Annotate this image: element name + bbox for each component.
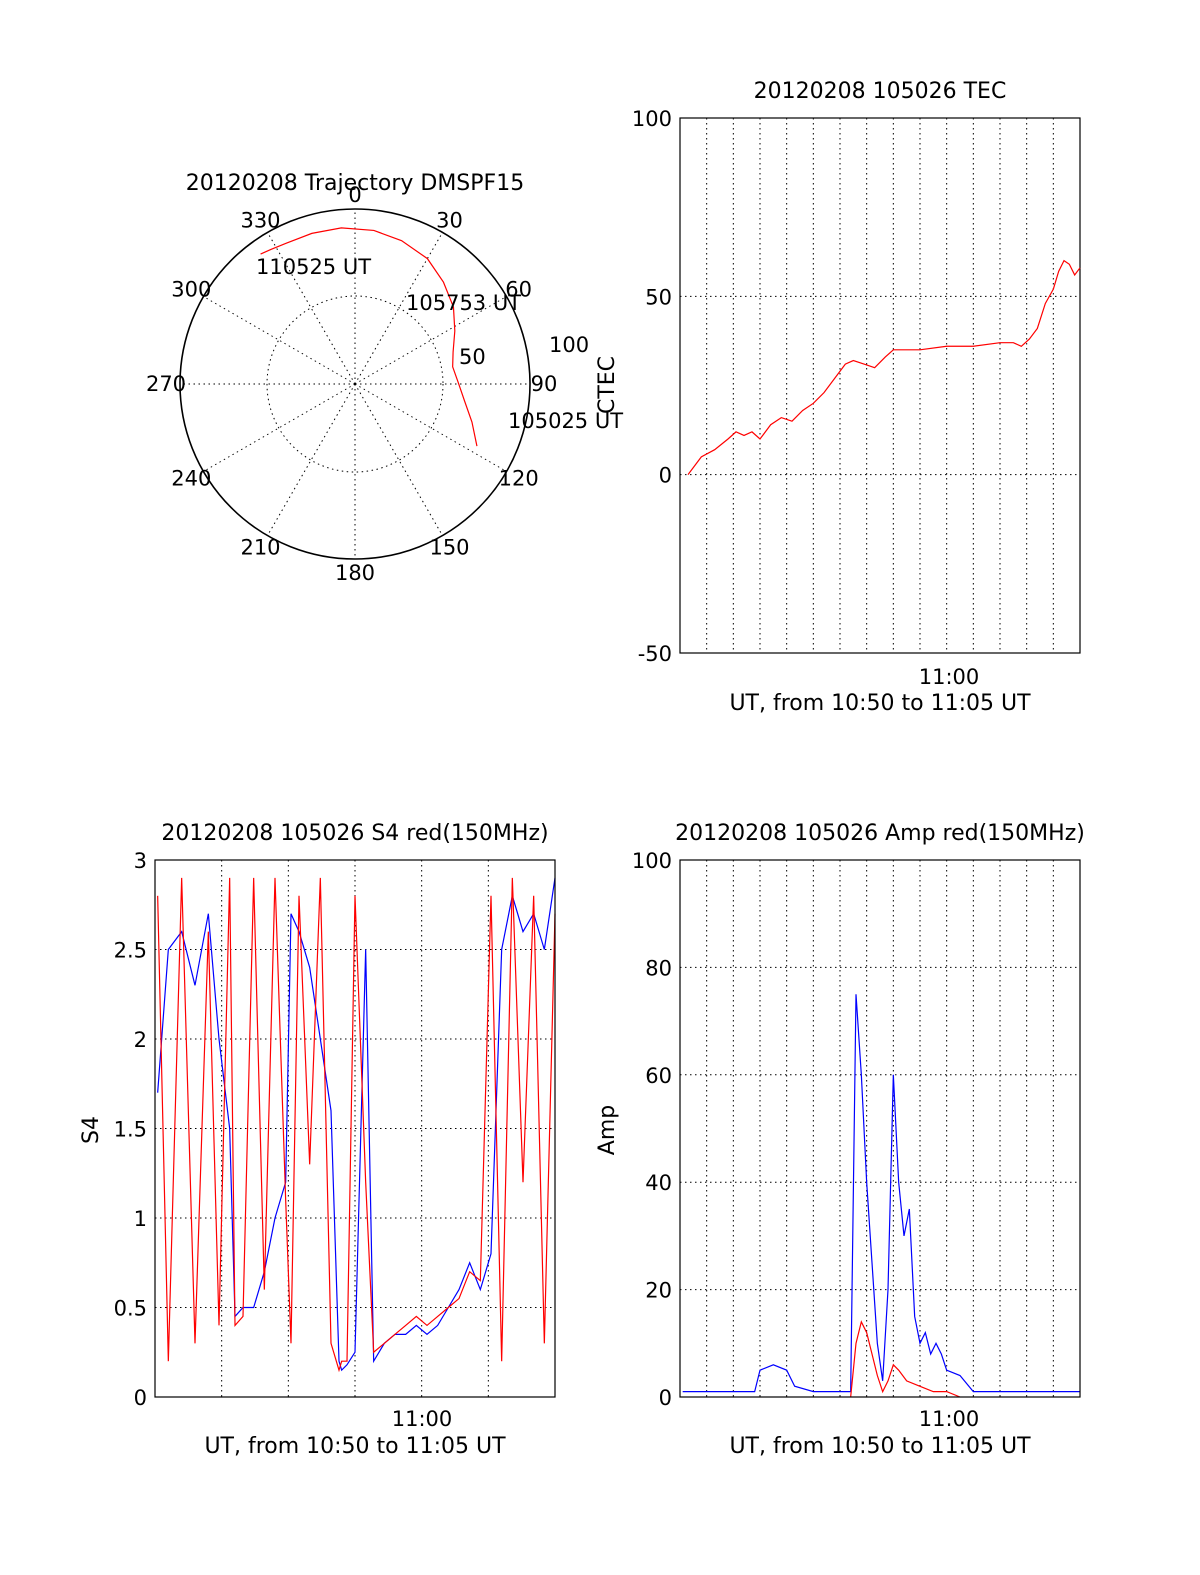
polar-azimuth-label: 120 bbox=[499, 467, 539, 491]
tec-title: 20120208 105026 TEC bbox=[754, 79, 1007, 104]
s4-x-axis-label: UT, from 10:50 to 11:05 UT bbox=[204, 1434, 506, 1459]
series-line bbox=[157, 877, 556, 1373]
y-tick-label: 2 bbox=[134, 1028, 147, 1052]
annotation-start-time: 110525 UT bbox=[256, 255, 371, 279]
polar-spoke bbox=[203, 383, 356, 472]
s4-y-tick-labels: 3 2.5 2 1.5 1 0.5 0 bbox=[114, 849, 147, 1410]
polar-trajectory-line bbox=[260, 227, 478, 447]
polar-grid bbox=[180, 209, 530, 559]
polar-series-group bbox=[260, 227, 478, 447]
polar-spoke bbox=[267, 232, 356, 385]
y-tick-label: 100 bbox=[632, 107, 672, 131]
polar-azimuth-label: 150 bbox=[429, 536, 469, 560]
amp-plot: 20120208 105026 Amp red(150MHz) 100 80 60 4… bbox=[595, 821, 1085, 1459]
series-line bbox=[682, 994, 1080, 1393]
s4-frame bbox=[154, 859, 556, 1398]
y-tick-label: -50 bbox=[638, 642, 672, 666]
amp-series-group bbox=[682, 994, 1080, 1398]
amp-x-axis-label: UT, from 10:50 to 11:05 UT bbox=[729, 1434, 1031, 1459]
y-tick-label: 0 bbox=[659, 464, 672, 488]
tec-series-group bbox=[687, 259, 1081, 476]
amp-x-tick-label: 11:00 bbox=[919, 1407, 980, 1431]
y-tick-label: 0 bbox=[659, 1386, 672, 1410]
amp-title: 20120208 105026 Amp red(150MHz) bbox=[675, 821, 1085, 846]
amp-grid bbox=[680, 860, 1080, 1397]
s4-y-axis-label: S4 bbox=[79, 1116, 104, 1144]
tec-y-axis-label: CTEC bbox=[595, 356, 620, 414]
y-tick-label: 20 bbox=[645, 1279, 672, 1303]
y-tick-label: 50 bbox=[645, 285, 672, 309]
y-tick-label: 2.5 bbox=[114, 939, 147, 963]
polar-radius-label-100: 100 bbox=[549, 333, 589, 357]
polar-spoke bbox=[267, 383, 356, 536]
y-tick-label: 0 bbox=[134, 1386, 147, 1410]
polar-azimuth-label: 180 bbox=[335, 561, 375, 585]
polar-azimuth-label: 240 bbox=[171, 467, 211, 491]
polar-trajectory-plot: 20120208 Trajectory DMSPF15 0 30 60 90 120 15… bbox=[146, 171, 623, 585]
tec-frame bbox=[679, 117, 1081, 654]
series-line bbox=[687, 259, 1081, 476]
s4-plot: 20120208 105026 S4 red(150MHz) 3 2.5 2 1.5 1… bbox=[79, 821, 556, 1459]
y-tick-label: 1 bbox=[134, 1207, 147, 1231]
annotation-mid-time: 105753 UT bbox=[406, 291, 521, 315]
tec-y-tick-labels: 100 50 0 -50 bbox=[632, 107, 672, 666]
y-tick-label: 3 bbox=[134, 849, 147, 873]
annotation-end-time: 105025 UT bbox=[508, 409, 623, 433]
polar-spoke bbox=[354, 296, 507, 385]
polar-azimuth-label: 210 bbox=[240, 536, 280, 560]
amp-frame bbox=[679, 859, 1081, 1398]
polar-spoke bbox=[354, 232, 443, 385]
s4-series-group bbox=[157, 877, 556, 1373]
polar-azimuth-label: 90 bbox=[531, 372, 558, 396]
polar-spoke bbox=[354, 383, 443, 536]
polar-azimuth-label: 270 bbox=[146, 372, 186, 396]
s4-grid bbox=[155, 860, 555, 1397]
y-tick-label: 60 bbox=[645, 1064, 672, 1088]
amp-y-axis-label: Amp bbox=[595, 1105, 620, 1155]
polar-azimuth-label: 330 bbox=[240, 208, 280, 232]
polar-azimuth-label: 30 bbox=[436, 208, 463, 232]
tec-grid bbox=[680, 118, 1080, 653]
y-tick-label: 1.5 bbox=[114, 1118, 147, 1142]
y-tick-label: 40 bbox=[645, 1171, 672, 1195]
polar-grid-circle bbox=[266, 295, 444, 473]
tec-x-tick-label: 11:00 bbox=[919, 665, 980, 689]
polar-spoke bbox=[203, 296, 356, 385]
y-tick-label: 0.5 bbox=[114, 1297, 147, 1321]
s4-x-tick-label: 11:00 bbox=[392, 1407, 453, 1431]
polar-azimuth-label: 300 bbox=[171, 278, 211, 302]
polar-spoke bbox=[354, 383, 507, 472]
s4-title: 20120208 105026 S4 red(150MHz) bbox=[161, 821, 548, 846]
y-tick-label: 80 bbox=[645, 956, 672, 980]
series-line bbox=[157, 877, 556, 1372]
tec-plot: 20120208 105026 TEC 100 50 0 -50 11:00 UT, … bbox=[595, 79, 1081, 716]
y-tick-label: 100 bbox=[632, 849, 672, 873]
polar-radius-label-50: 50 bbox=[459, 345, 486, 369]
polar-title: 20120208 Trajectory DMSPF15 bbox=[186, 171, 524, 196]
polar-outer-circle bbox=[179, 208, 531, 560]
tec-x-axis-label: UT, from 10:50 to 11:05 UT bbox=[729, 691, 1031, 716]
polar-azimuth-label: 60 bbox=[505, 278, 532, 302]
series-line bbox=[850, 1320, 961, 1398]
amp-y-tick-labels: 100 80 60 40 20 0 bbox=[632, 849, 672, 1410]
polar-azimuth-labels: 0 30 60 90 120 150 180 210 240 270 300 330 bbox=[146, 183, 557, 585]
polar-azimuth-label: 0 bbox=[348, 183, 361, 207]
